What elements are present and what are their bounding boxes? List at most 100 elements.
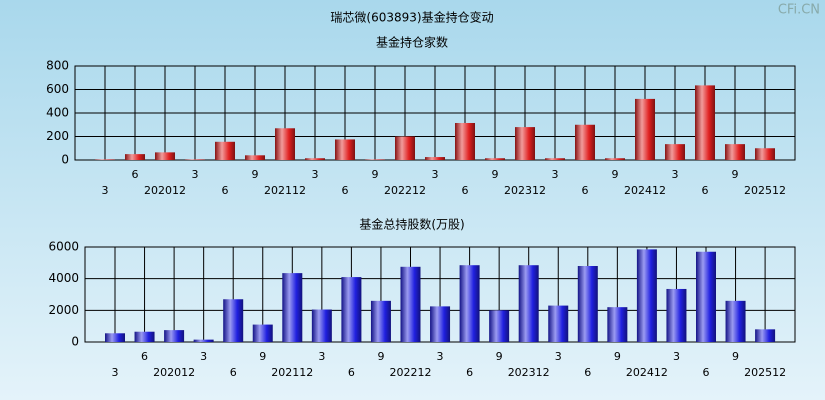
x-tick-label: 9 (496, 350, 503, 363)
y-tick-label: 200 (46, 129, 69, 143)
x-tick-label: 3 (555, 350, 562, 363)
bar (577, 266, 598, 342)
bar (548, 305, 569, 342)
bar (459, 265, 480, 342)
x-tick-label: 6 (222, 184, 229, 197)
y-tick-label: 2000 (48, 303, 79, 317)
y-tick-label: 0 (61, 153, 69, 167)
x-tick-label: 6 (584, 366, 591, 379)
x-tick-label: 3 (312, 168, 319, 181)
x-tick-label: 202212 (390, 366, 432, 379)
bar (245, 155, 265, 160)
bar (134, 331, 155, 342)
bar (275, 128, 295, 160)
x-tick-label: 3 (437, 350, 444, 363)
bar (425, 157, 445, 160)
bar (311, 309, 332, 342)
x-tick-label: 9 (252, 168, 259, 181)
y-tick-label: 400 (46, 106, 69, 120)
bar (395, 136, 415, 160)
bar (455, 122, 475, 160)
bar (223, 299, 244, 342)
bar (185, 159, 205, 160)
x-tick-label: 6 (702, 184, 709, 197)
x-tick-label: 202012 (153, 366, 195, 379)
x-tick-label: 202512 (744, 366, 786, 379)
x-tick-label: 3 (318, 350, 325, 363)
bar (370, 300, 391, 342)
bar (755, 329, 776, 342)
x-tick-label: 3 (552, 168, 559, 181)
y-tick-label: 6000 (48, 240, 79, 254)
x-tick-label: 6 (132, 168, 139, 181)
bar (725, 144, 745, 160)
x-tick-label: 9 (732, 350, 739, 363)
x-tick-label: 6 (703, 366, 710, 379)
chart-title: 基金总持股数(万股) (359, 217, 464, 232)
y-tick-label: 800 (46, 59, 69, 73)
y-tick-label: 0 (71, 335, 79, 349)
x-tick-label: 3 (102, 184, 109, 197)
bar (665, 144, 685, 160)
page-title: 瑞芯微(603893)基金持仓变动 (330, 10, 493, 25)
bar (193, 339, 214, 342)
x-tick-label: 202112 (264, 184, 306, 197)
x-tick-label: 6 (230, 366, 237, 379)
x-tick-label: 9 (612, 168, 619, 181)
x-tick-label: 9 (614, 350, 621, 363)
x-tick-label: 3 (672, 168, 679, 181)
bar (575, 124, 595, 160)
x-tick-label: 6 (141, 350, 148, 363)
bar (164, 330, 185, 342)
bar (725, 300, 746, 342)
x-tick-label: 202012 (144, 184, 186, 197)
bar (518, 265, 539, 342)
bar (125, 154, 145, 160)
bar (341, 277, 362, 342)
x-tick-label: 3 (112, 366, 119, 379)
bar (636, 249, 657, 342)
x-tick-label: 202312 (508, 366, 550, 379)
x-tick-label: 202312 (504, 184, 546, 197)
bar (545, 158, 565, 160)
y-tick-label: 4000 (48, 271, 79, 285)
x-tick-label: 3 (673, 350, 680, 363)
x-tick-label: 202212 (384, 184, 426, 197)
x-tick-label: 3 (432, 168, 439, 181)
x-tick-label: 6 (342, 184, 349, 197)
x-tick-label: 202412 (626, 366, 668, 379)
bar (335, 139, 355, 160)
y-tick-label: 600 (46, 82, 69, 96)
x-tick-label: 9 (492, 168, 499, 181)
x-tick-label: 202512 (744, 184, 786, 197)
bar (365, 159, 385, 160)
x-tick-label: 6 (462, 184, 469, 197)
bar (215, 141, 235, 160)
bar (485, 158, 505, 160)
bar (400, 266, 421, 342)
bar (515, 127, 535, 160)
x-tick-label: 202412 (624, 184, 666, 197)
bar (605, 158, 625, 160)
x-tick-label: 9 (377, 350, 384, 363)
x-tick-label: 9 (259, 350, 266, 363)
x-tick-label: 6 (582, 184, 589, 197)
bar (666, 288, 687, 342)
bar (95, 159, 115, 160)
bar (105, 333, 125, 342)
bar (607, 307, 628, 342)
x-tick-label: 6 (348, 366, 355, 379)
x-tick-label: 3 (200, 350, 207, 363)
bar (489, 310, 510, 342)
bar (635, 98, 655, 160)
bar (305, 158, 325, 160)
x-tick-label: 9 (732, 168, 739, 181)
bar (282, 273, 303, 342)
x-tick-label: 6 (466, 366, 473, 379)
bar (755, 148, 775, 160)
bar (696, 251, 716, 342)
x-tick-label: 9 (372, 168, 379, 181)
x-tick-label: 3 (192, 168, 199, 181)
bar (155, 152, 175, 160)
